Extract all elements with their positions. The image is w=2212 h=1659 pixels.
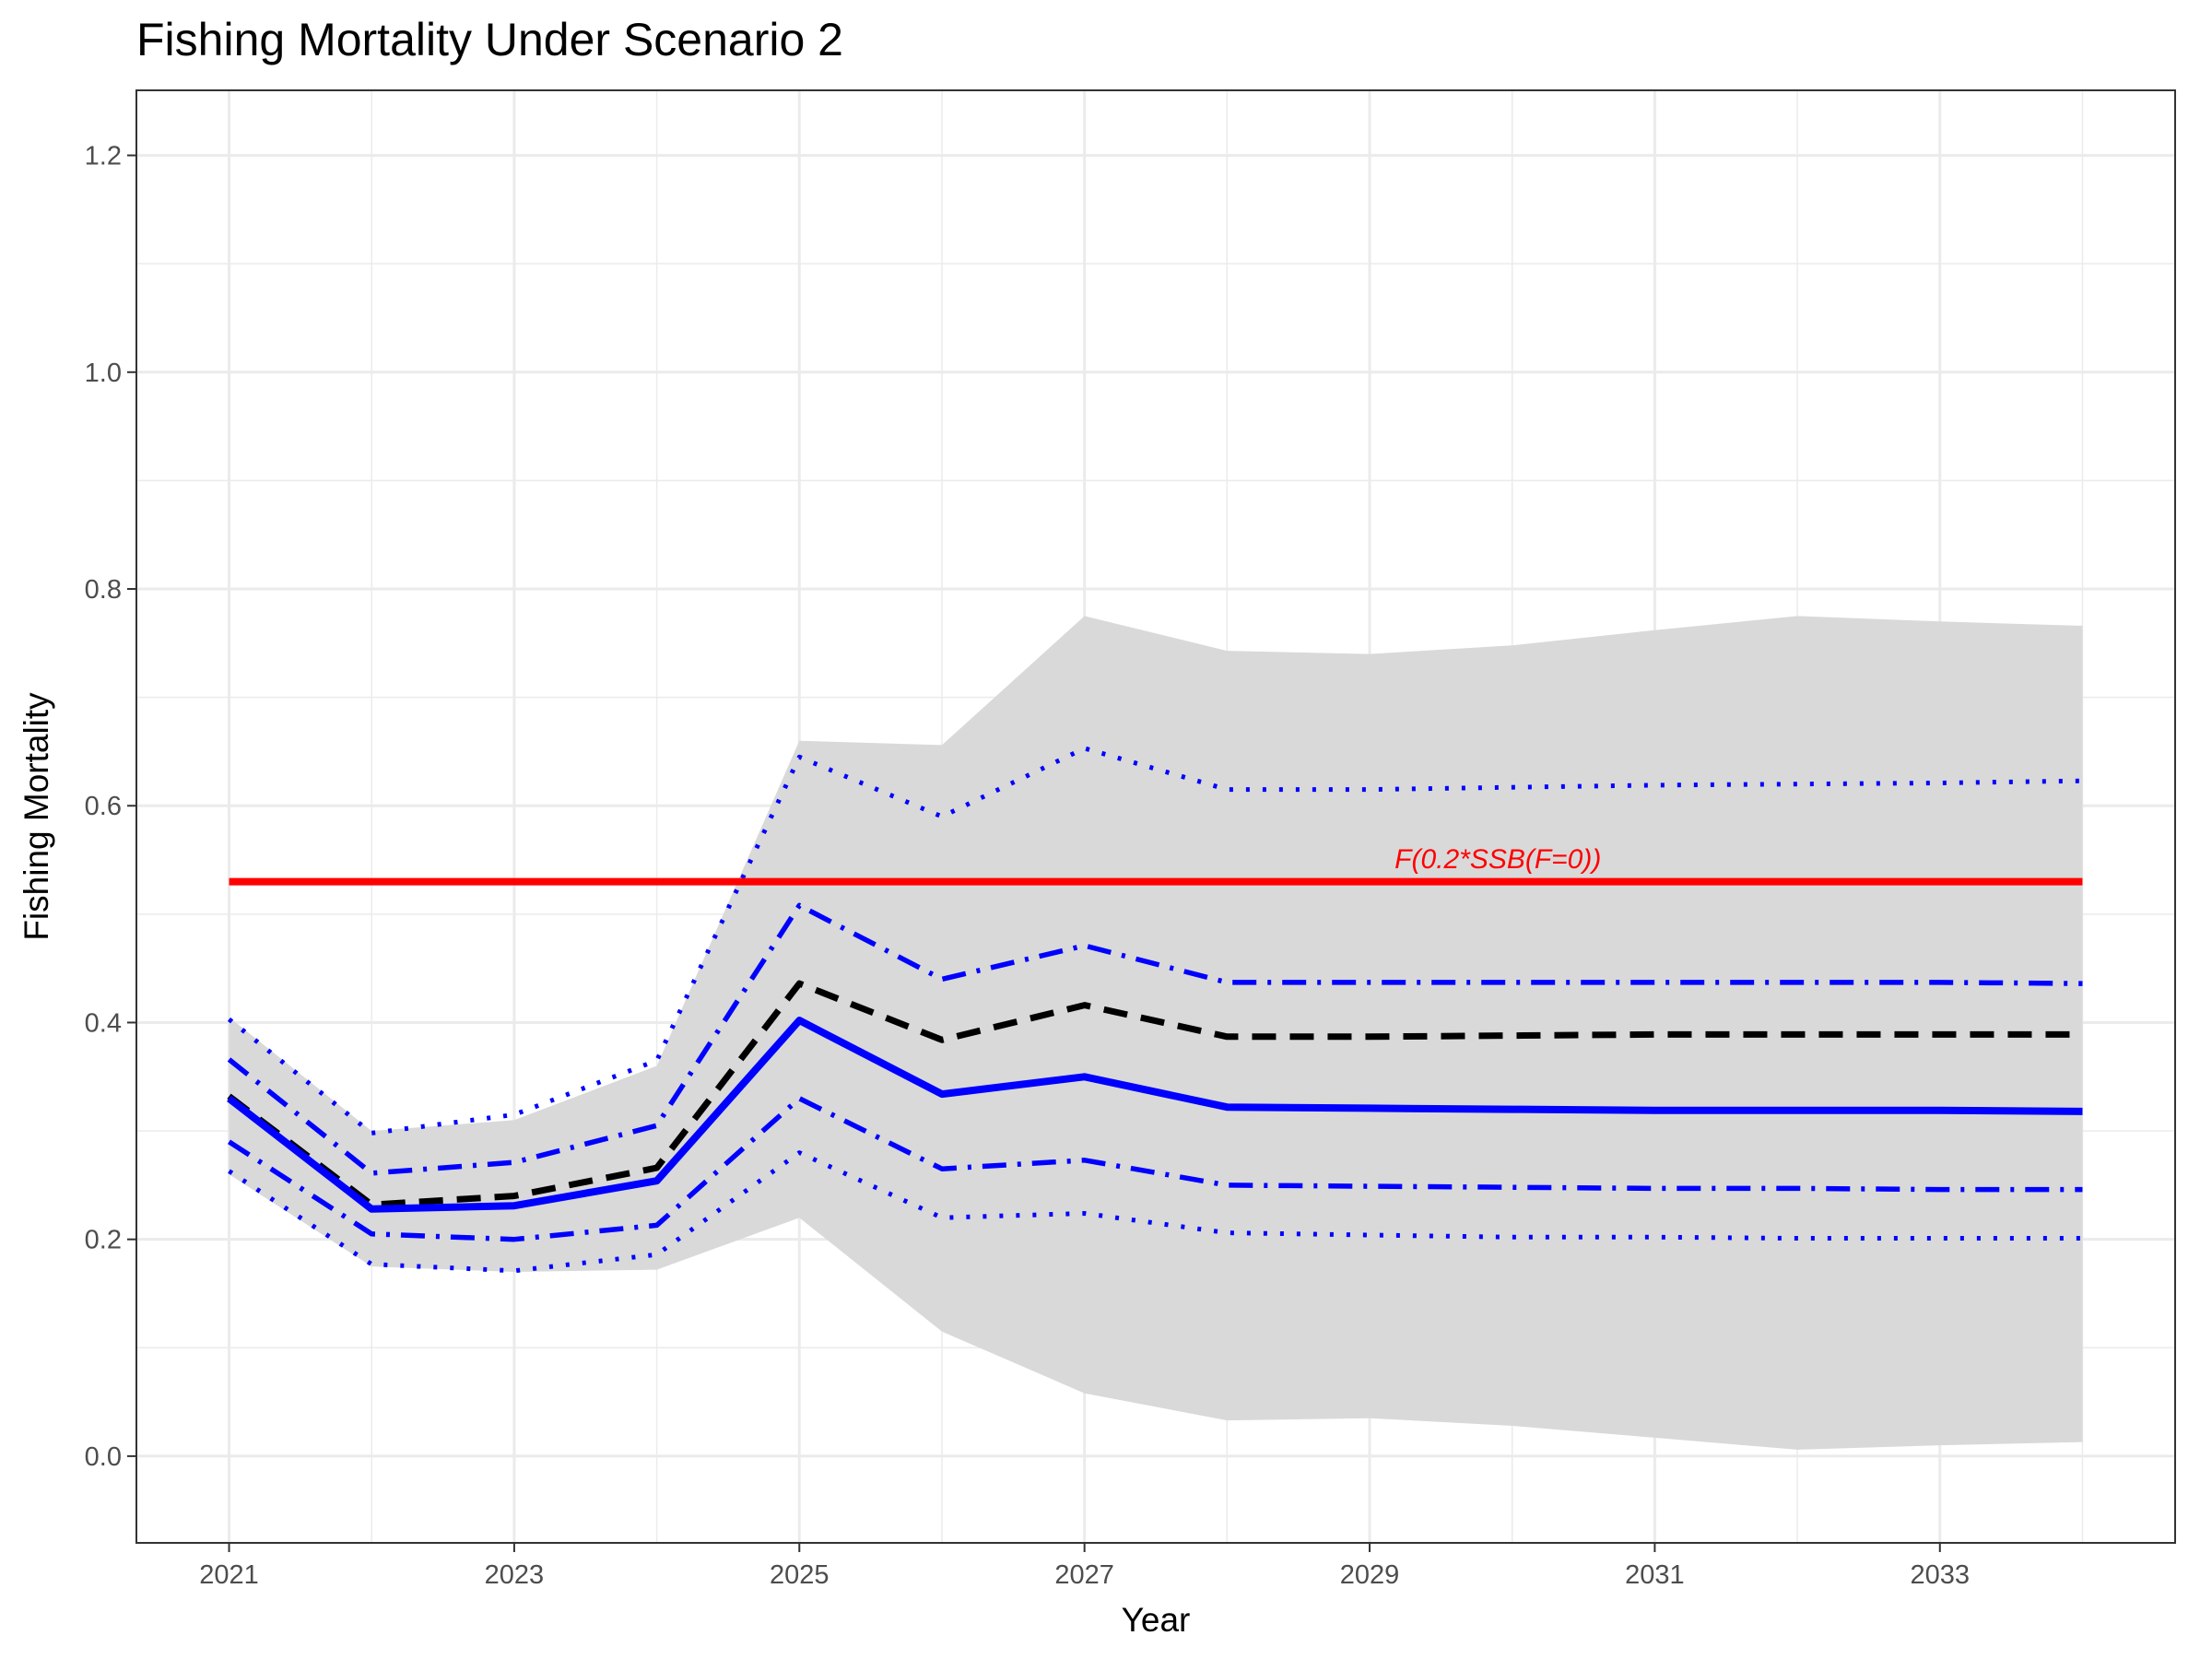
x-tick-label: 2033 [1911,1560,1971,1590]
series-line-solid [227,1017,2083,1213]
y-tick-label: 0.2 [85,1226,122,1255]
y-tick-label: 1.0 [85,359,122,388]
reference-line-label: F(0.2*SSB(F=0)) [1394,844,1601,875]
x-tick-label: 2027 [1054,1560,1114,1590]
x-tick-label: 2029 [1340,1560,1400,1590]
series-line-dotdash [228,1096,2083,1242]
series-line-dotted [227,746,2083,1135]
x-tick-label: 2021 [199,1560,259,1590]
series-line-dashed [227,980,2083,1208]
x-axis-title: Year [1122,1601,1191,1639]
x-tick-label: 2025 [770,1560,830,1590]
chart-title: Fishing Mortality Under Scenario 2 [136,14,843,65]
confidence-band-layer [229,616,2083,1450]
x-axis: 2021 2023 2025 2027 2029 2031 2033 [199,1543,1970,1590]
y-tick-label: 0.0 [85,1442,122,1472]
x-tick-label: 2023 [485,1560,545,1590]
series-layer [227,746,2083,1274]
y-axis-title: Fishing Mortality [18,692,55,941]
series-line-dotdash [227,902,2083,1176]
y-tick-label: 0.6 [85,792,122,821]
reference-line-layer: F(0.2*SSB(F=0)) [229,844,2083,886]
y-axis: 0.0 0.2 0.4 0.6 0.8 1.0 1.2 [85,142,136,1472]
confidence-band [229,616,2083,1450]
y-tick-label: 0.8 [85,575,122,605]
y-tick-label: 0.4 [85,1008,122,1038]
y-tick-label: 1.2 [85,142,122,171]
x-tick-label: 2031 [1625,1560,1685,1590]
plot-border [135,89,2176,1544]
